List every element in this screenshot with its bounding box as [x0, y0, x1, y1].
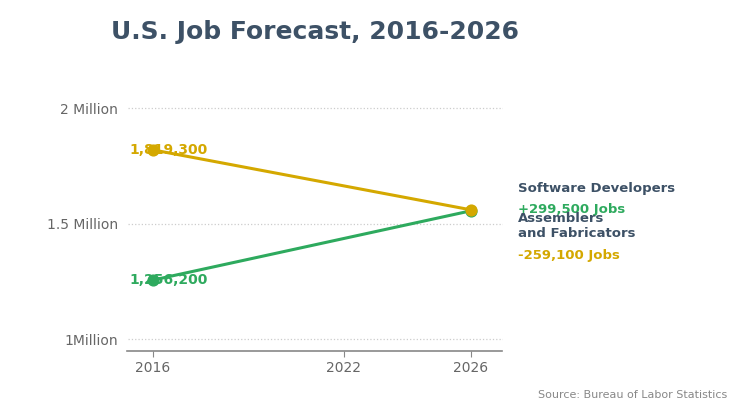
Point — [147, 146, 159, 153]
Text: Assemblers
and Fabricators: Assemblers and Fabricators — [518, 212, 635, 240]
Point — [465, 206, 477, 213]
Point — [465, 208, 477, 214]
Text: Source: Bureau of Labor Statistics: Source: Bureau of Labor Statistics — [538, 390, 728, 400]
Text: U.S. Job Forecast, 2016-2026: U.S. Job Forecast, 2016-2026 — [111, 20, 519, 44]
Text: -259,100 Jobs: -259,100 Jobs — [518, 248, 620, 262]
Text: +299,500 Jobs: +299,500 Jobs — [518, 203, 625, 216]
Text: Software Developers: Software Developers — [518, 182, 675, 195]
Text: 1,256,200: 1,256,200 — [129, 273, 208, 287]
Text: 1,819,300: 1,819,300 — [129, 143, 207, 157]
Point — [147, 277, 159, 283]
